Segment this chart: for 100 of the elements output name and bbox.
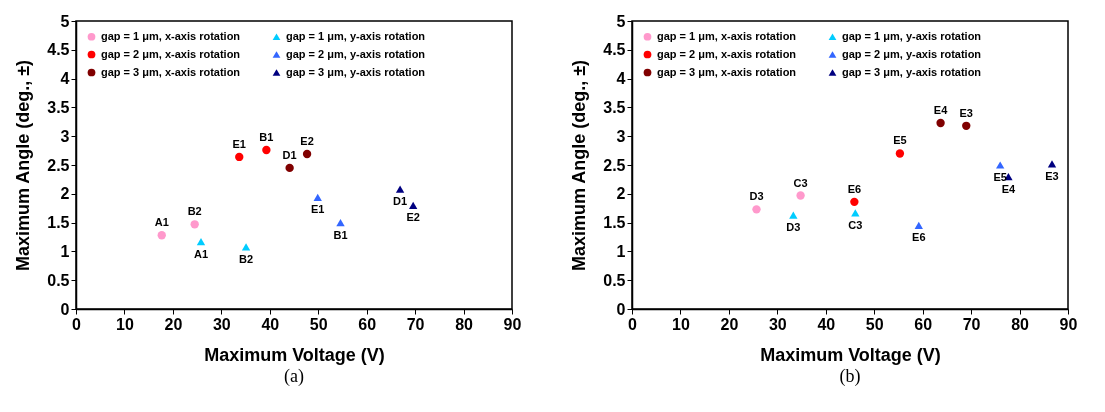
point: [914, 221, 923, 230]
annotation: E1: [311, 203, 325, 216]
point: [302, 149, 312, 159]
y-tick-label: 2: [616, 185, 626, 203]
x-tick-label: 10: [672, 315, 690, 333]
x-tick-label: 40: [817, 315, 836, 333]
legend-label: gap = 2 μm, x-axis rotation: [101, 47, 241, 60]
point: [408, 201, 418, 209]
x-tick-label: 40: [261, 315, 280, 333]
y-tick-label: 5: [616, 12, 626, 30]
annotation: E3: [959, 106, 973, 119]
x-tick-label: 90: [503, 315, 522, 333]
y-tick-label: 2.5: [603, 156, 626, 174]
legend-label: gap = 1 μm, y-axis rotation: [842, 29, 982, 42]
x-axis-title: Maximum Voltage (V): [204, 344, 385, 365]
x-tick-label: 70: [962, 315, 981, 333]
annotation: C3: [848, 218, 863, 231]
y-tick-label: 3.5: [603, 98, 626, 116]
point: [851, 209, 860, 217]
x-tick-label: 0: [628, 315, 638, 333]
x-axis-title: Maximum Voltage (V): [760, 344, 941, 365]
legend-label: gap = 1 μm, x-axis rotation: [101, 29, 241, 42]
point: [962, 121, 971, 131]
legend-label: gap = 3 μm, y-axis rotation: [842, 65, 982, 78]
y-tick-label: 5: [60, 12, 70, 30]
legend-label: gap = 2 μm, y-axis rotation: [842, 47, 982, 60]
annotation: B1: [259, 131, 274, 144]
x-tick-label: 80: [1011, 315, 1030, 333]
point: [190, 220, 199, 229]
annotation: E2: [406, 211, 420, 224]
annotation: B2: [239, 252, 254, 265]
legend-label: gap = 1 μm, x-axis rotation: [657, 29, 797, 42]
annotation: D1: [282, 148, 297, 161]
annotation: E6: [912, 231, 926, 244]
y-tick-label: 0.5: [47, 271, 70, 289]
annotation: E2: [300, 135, 314, 148]
x-tick-label: 0: [72, 315, 82, 333]
annotation: E4: [1001, 182, 1017, 195]
annotation: A1: [193, 247, 209, 260]
annotation: D3: [749, 190, 764, 203]
x-tick-label: 90: [1059, 315, 1078, 333]
y-tick-label: 4.5: [603, 41, 626, 59]
y-tick-label: 0: [60, 300, 70, 318]
x-tick-label: 60: [358, 315, 377, 333]
point: [850, 197, 859, 207]
x-tick-label: 30: [768, 315, 787, 333]
x-tick-label: 10: [116, 315, 134, 333]
annotation: D1: [393, 195, 408, 208]
y-tick-label: 0: [616, 300, 626, 318]
annotation: A1: [154, 216, 169, 229]
y-tick-label: 4: [60, 70, 70, 88]
legend-label: gap = 2 μm, y-axis rotation: [286, 47, 426, 60]
point: [157, 231, 166, 240]
y-tick-label: 2.5: [47, 156, 70, 174]
annotation: E5: [993, 171, 1007, 183]
point: [241, 243, 251, 251]
annotation: E5: [893, 134, 907, 147]
x-tick-label: 50: [309, 315, 328, 333]
y-tick-label: 3: [60, 127, 70, 145]
annotation: B1: [333, 228, 348, 241]
point: [789, 211, 798, 219]
point: [796, 191, 805, 200]
x-tick-label: 20: [720, 315, 739, 333]
x-tick-label: 20: [164, 315, 183, 333]
legend-label: gap = 3 μm, x-axis rotation: [101, 65, 241, 78]
point: [995, 161, 1005, 169]
annotation: C3: [793, 176, 808, 189]
annotation: D3: [786, 221, 801, 234]
point: [196, 237, 206, 246]
legend-label: gap = 2 μm, x-axis rotation: [657, 47, 797, 60]
text: (a): [284, 366, 304, 387]
x-tick-label: 60: [914, 315, 933, 333]
point: [285, 163, 294, 173]
annotation: E1: [232, 137, 246, 150]
y-axis-title: Maximum Angle (deg., ±): [13, 59, 34, 272]
point: [395, 185, 405, 193]
y-tick-label: 1: [60, 242, 70, 260]
annotation: E4: [933, 103, 949, 116]
point: [752, 205, 761, 214]
x-tick-label: 50: [865, 315, 884, 333]
y-tick-label: 1.5: [603, 214, 626, 232]
legend-label: gap = 3 μm, x-axis rotation: [657, 65, 797, 78]
y-tick-label: 2: [60, 185, 70, 203]
point: [936, 118, 945, 128]
point: [336, 218, 345, 227]
annotation: E3: [1045, 169, 1059, 182]
annotation: B2: [187, 205, 202, 218]
point: [262, 145, 271, 155]
y-tick-label: 4.5: [47, 41, 70, 59]
y-tick-label: 3.5: [47, 98, 70, 116]
y-tick-label: 4: [616, 70, 626, 88]
y-tick-label: 1: [616, 242, 626, 260]
y-tick-label: 0.5: [603, 271, 626, 289]
point: [235, 152, 244, 162]
text: (b): [839, 366, 861, 387]
y-axis-title: Maximum Angle (deg., ±): [569, 59, 590, 272]
x-tick-label: 70: [406, 315, 425, 333]
x-tick-label: 80: [455, 315, 474, 333]
point: [313, 193, 322, 201]
y-tick-label: 1.5: [47, 214, 70, 232]
